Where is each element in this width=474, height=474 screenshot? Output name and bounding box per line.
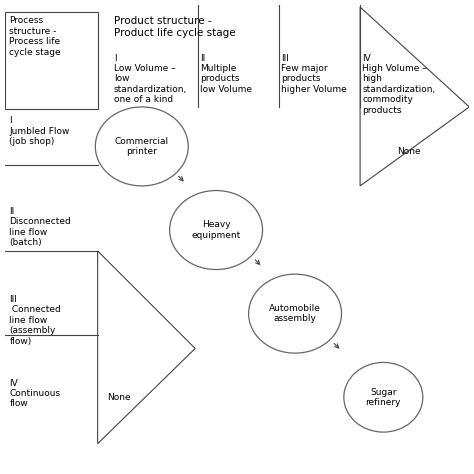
Ellipse shape xyxy=(248,274,341,353)
Text: II
Disconnected
line flow
(batch): II Disconnected line flow (batch) xyxy=(9,207,71,247)
Text: Process
structure -
Process life
cycle stage: Process structure - Process life cycle s… xyxy=(9,17,61,56)
Text: IV
High Volume –
high
standardization,
commodity
products: IV High Volume – high standardization, c… xyxy=(363,54,436,115)
Ellipse shape xyxy=(344,363,423,432)
Text: Commercial
printer: Commercial printer xyxy=(115,137,169,156)
Text: Product structure -
Product life cycle stage: Product structure - Product life cycle s… xyxy=(114,17,236,38)
Text: Sugar
refinery: Sugar refinery xyxy=(365,388,401,407)
Text: I
Jumbled Flow
(job shop): I Jumbled Flow (job shop) xyxy=(9,116,70,146)
Text: I
Low Volume –
low
standardization,
one of a kind: I Low Volume – low standardization, one … xyxy=(114,54,187,104)
Ellipse shape xyxy=(95,107,188,186)
Text: Heavy
equipment: Heavy equipment xyxy=(191,220,241,240)
Text: III
 Connected
line flow
(assembly
flow): III Connected line flow (assembly flow) xyxy=(9,295,61,346)
Text: II
Multiple
products
low Volume: II Multiple products low Volume xyxy=(200,54,252,94)
Text: Automobile
assembly: Automobile assembly xyxy=(269,304,321,323)
Text: None: None xyxy=(397,146,421,155)
Bar xyxy=(5,12,98,109)
Text: IV
Continuous
flow: IV Continuous flow xyxy=(9,379,61,409)
Text: None: None xyxy=(107,393,130,402)
Text: III
Few major
products
higher Volume: III Few major products higher Volume xyxy=(281,54,347,94)
Ellipse shape xyxy=(170,191,263,270)
